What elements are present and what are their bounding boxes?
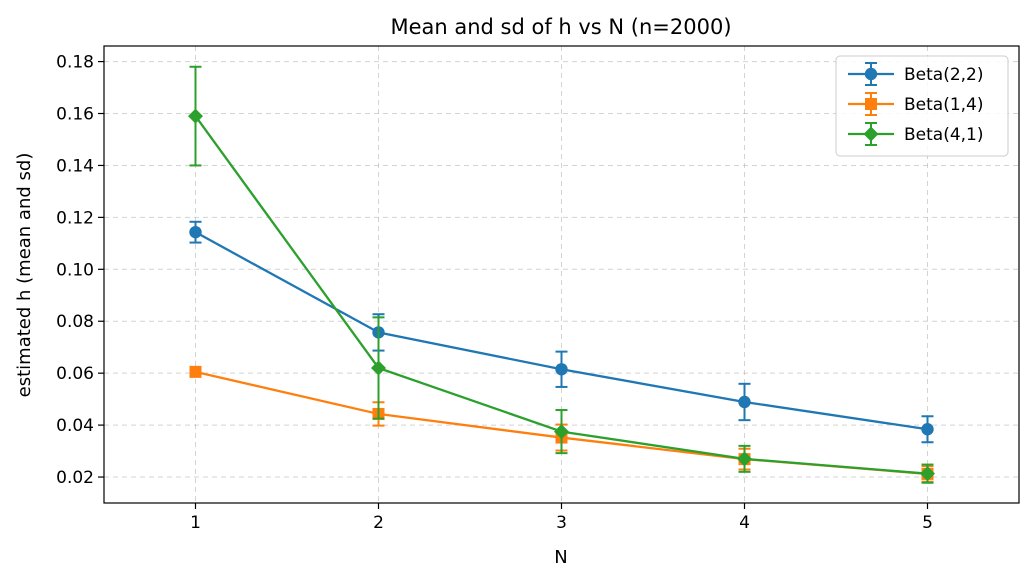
y-tick-label: 0.04 <box>56 416 94 436</box>
axis-layer: 1 2 3 4 5 0.02 0.04 0.06 0.08 0.10 0.12 0.14 0.16 0.1… <box>56 53 933 533</box>
legend-label: Beta(2,2) <box>904 65 984 85</box>
legend-marker <box>864 67 878 81</box>
y-tick-label: 0.14 <box>56 156 94 176</box>
x-tick-label: 5 <box>922 513 933 533</box>
legend-box <box>835 55 1009 157</box>
data-point <box>189 225 202 239</box>
data-point <box>554 424 569 440</box>
data-point <box>920 466 935 482</box>
series-3 <box>188 65 935 484</box>
legend-item: Beta(2,2) <box>848 62 984 86</box>
data-point <box>737 451 752 467</box>
y-axis-label: estimated h (mean and sd) <box>14 153 35 398</box>
y-tick-label: 0.02 <box>56 468 94 488</box>
data-point <box>555 363 568 376</box>
legend-marker <box>863 126 879 142</box>
legend-item: Beta(1,4) <box>848 92 984 116</box>
x-tick-label: 4 <box>739 513 750 533</box>
y-tick-label: 0.10 <box>56 260 94 280</box>
series-layer <box>188 65 935 484</box>
chart-title: Mean and sd of h vs N (n=2000) <box>390 15 731 39</box>
data-point <box>188 108 203 124</box>
y-tick-label: 0.12 <box>56 208 94 228</box>
y-tick-label: 0.06 <box>56 364 94 384</box>
y-tick-label: 0.16 <box>56 105 94 125</box>
x-axis-label: N <box>554 547 567 568</box>
y-tick-label: 0.18 <box>56 53 94 73</box>
legend-label: Beta(4,1) <box>904 125 984 145</box>
data-point <box>371 360 386 376</box>
x-tick-label: 3 <box>556 513 567 533</box>
legend-marker <box>865 98 877 110</box>
legend-label: Beta(1,4) <box>904 95 984 115</box>
x-tick-label: 1 <box>190 513 201 533</box>
y-tick-label: 0.08 <box>56 312 94 332</box>
x-tick-label: 2 <box>373 513 384 533</box>
data-point <box>189 365 202 378</box>
legend-item: Beta(4,1) <box>848 122 984 146</box>
data-point <box>921 423 934 436</box>
legend: Beta(2,2) Beta(1,4) Beta(4,1) <box>835 55 1009 157</box>
data-point <box>738 395 751 409</box>
